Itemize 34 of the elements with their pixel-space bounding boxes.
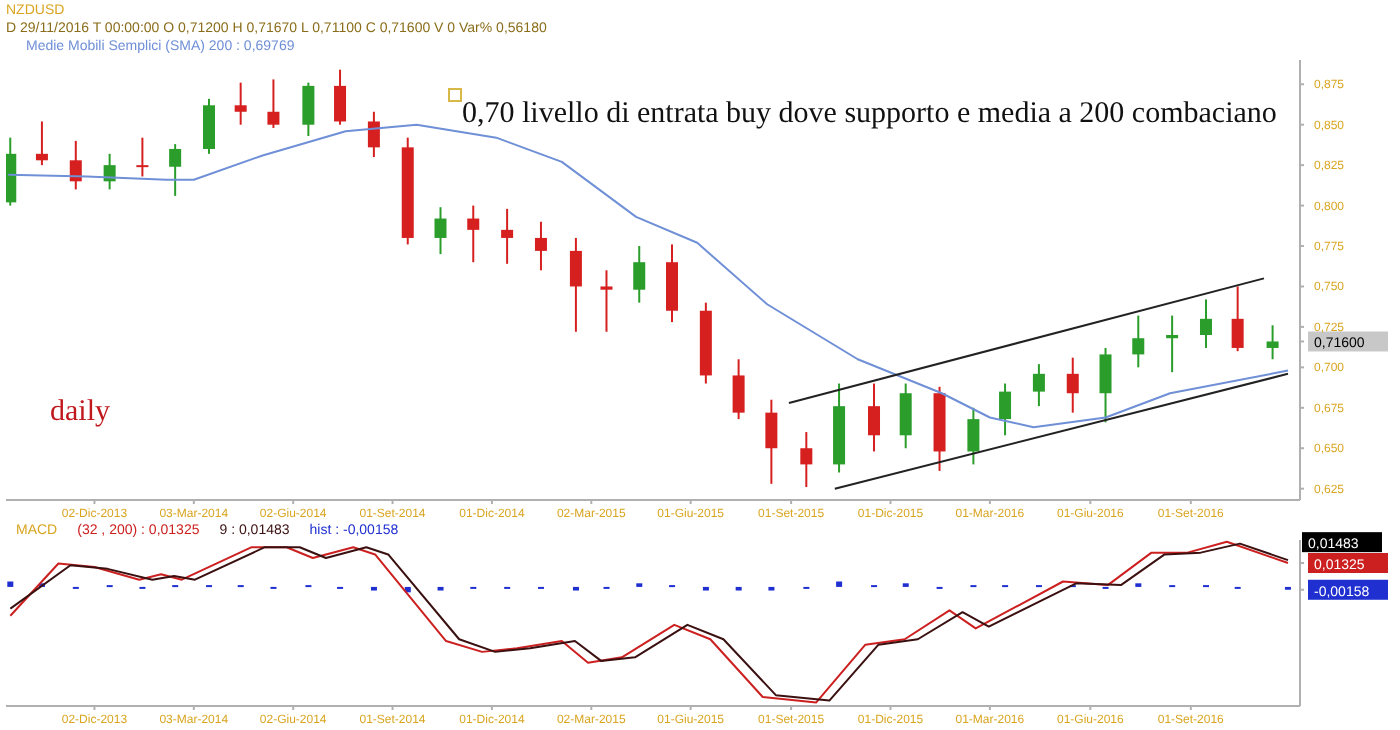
candlestick <box>203 97 215 155</box>
candlestick <box>868 382 881 453</box>
candlestick <box>600 269 613 333</box>
candlestick <box>234 81 247 126</box>
candlestick <box>569 236 582 333</box>
candlestick <box>1099 346 1112 424</box>
candlestick <box>765 398 778 485</box>
candlestick <box>967 406 980 466</box>
candlestick <box>1231 285 1244 353</box>
candlestick <box>69 139 82 191</box>
candlestick <box>1199 298 1212 349</box>
candlestick <box>1132 314 1145 369</box>
candlestick <box>267 78 280 129</box>
candlestick <box>1066 356 1079 414</box>
candlestick <box>1266 324 1279 361</box>
candlestick <box>467 204 480 264</box>
annotation: daily <box>50 396 110 430</box>
candlestick <box>302 81 315 138</box>
candlestick <box>534 220 547 272</box>
annotation: 0,70 livello di entrata buy dove supporto e media a 200 combaciano <box>462 98 1277 132</box>
candlestick <box>1032 363 1045 408</box>
candlestick <box>169 143 182 197</box>
candlestick <box>501 207 514 265</box>
candlestick <box>35 120 48 167</box>
candlestick <box>334 68 347 126</box>
candlestick <box>732 358 745 421</box>
candlestick <box>434 206 447 256</box>
candlestick <box>800 431 813 489</box>
candlestick <box>899 382 912 450</box>
candlestick <box>367 110 380 159</box>
candlestick <box>999 382 1012 437</box>
candlestick <box>1166 314 1179 374</box>
candlestick <box>136 136 149 178</box>
candlestick <box>633 245 646 304</box>
